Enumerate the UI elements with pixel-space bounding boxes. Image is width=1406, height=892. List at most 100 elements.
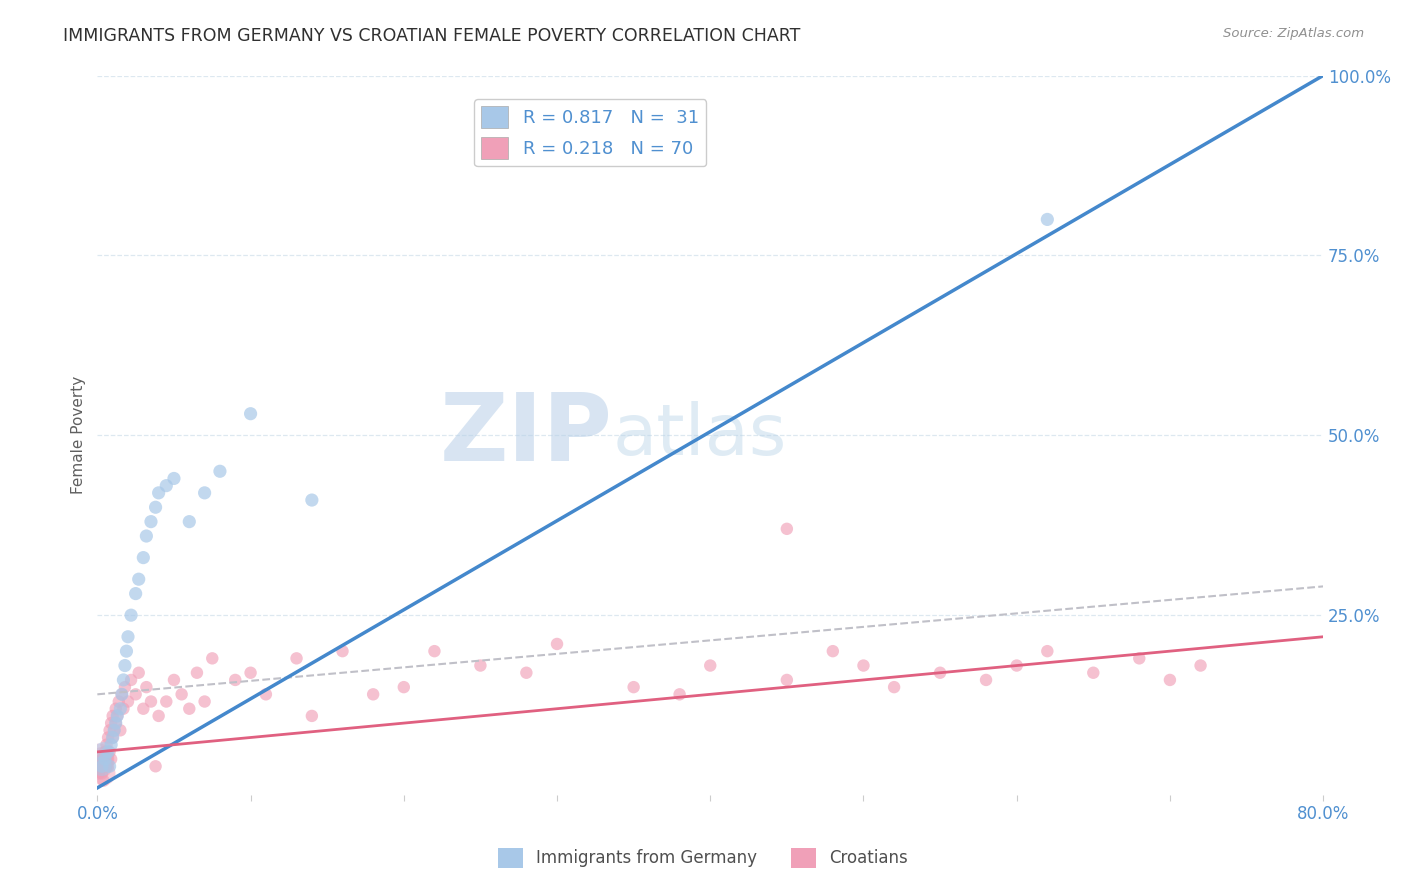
Point [112, 702, 135, 716]
Point [110, 702, 132, 716]
Point [974, 673, 997, 687]
Point [1005, 658, 1028, 673]
Point [93, 766, 115, 780]
Point [98, 745, 121, 759]
Point [103, 723, 125, 738]
Point [128, 665, 150, 680]
Legend: Immigrants from Germany, Croatians: Immigrants from Germany, Croatians [492, 841, 914, 875]
Point [115, 644, 138, 658]
Point [163, 673, 186, 687]
Point [117, 694, 139, 708]
Point [91, 752, 114, 766]
Point [112, 673, 135, 687]
Point [668, 687, 690, 701]
Point [929, 665, 952, 680]
Point [423, 644, 446, 658]
Point [135, 680, 157, 694]
Point [776, 522, 799, 536]
Point [163, 471, 186, 485]
Point [104, 716, 127, 731]
Point [91, 759, 114, 773]
Point [97, 745, 120, 759]
Point [821, 644, 844, 658]
Point [114, 658, 136, 673]
Point [104, 702, 127, 716]
Point [139, 515, 162, 529]
Point [392, 680, 415, 694]
Point [470, 658, 492, 673]
Point [194, 486, 217, 500]
Point [101, 709, 124, 723]
Point [103, 723, 125, 738]
Point [94, 745, 117, 759]
Point [101, 731, 124, 745]
Point [89, 759, 111, 773]
Point [883, 680, 905, 694]
Point [97, 731, 120, 745]
Text: ZIP: ZIP [439, 389, 612, 482]
Point [139, 694, 162, 708]
Point [186, 665, 208, 680]
Point [111, 687, 134, 701]
Text: atlas: atlas [612, 401, 786, 470]
Point [1083, 665, 1105, 680]
Point [100, 716, 122, 731]
Point [361, 687, 384, 701]
Point [87, 752, 110, 766]
Point [148, 486, 170, 500]
Point [111, 687, 134, 701]
Point [1036, 212, 1059, 227]
Point [699, 658, 721, 673]
Point [89, 759, 111, 773]
Point [301, 493, 323, 508]
Point [148, 709, 170, 723]
Point [515, 665, 537, 680]
Point [91, 752, 114, 766]
Text: Source: ZipAtlas.com: Source: ZipAtlas.com [1223, 27, 1364, 40]
Point [120, 673, 142, 687]
Y-axis label: Female Poverty: Female Poverty [72, 376, 86, 494]
Point [93, 745, 115, 759]
Point [224, 673, 246, 687]
Point [239, 665, 262, 680]
Point [120, 608, 142, 623]
Point [98, 759, 121, 773]
Point [124, 687, 146, 701]
Point [132, 702, 155, 716]
Point [97, 759, 120, 773]
Text: IMMIGRANTS FROM GERMANY VS CROATIAN FEMALE POVERTY CORRELATION CHART: IMMIGRANTS FROM GERMANY VS CROATIAN FEMA… [63, 27, 800, 45]
Point [93, 773, 115, 788]
Point [132, 550, 155, 565]
Point [179, 702, 201, 716]
Point [91, 759, 114, 773]
Point [98, 723, 121, 738]
Point [179, 515, 201, 529]
Point [96, 738, 118, 752]
Point [239, 407, 262, 421]
Point [623, 680, 645, 694]
Point [194, 694, 217, 708]
Point [155, 478, 177, 492]
Point [105, 709, 128, 723]
Point [104, 716, 127, 731]
Point [114, 680, 136, 694]
Point [87, 766, 110, 780]
Point [96, 752, 118, 766]
Point [776, 673, 799, 687]
Point [1189, 658, 1212, 673]
Point [101, 731, 124, 745]
Point [105, 709, 128, 723]
Point [110, 723, 132, 738]
Point [208, 464, 231, 478]
Point [301, 709, 323, 723]
Legend: R = 0.817   N =  31, R = 0.218   N = 70: R = 0.817 N = 31, R = 0.218 N = 70 [474, 99, 706, 167]
Point [100, 752, 122, 766]
Point [170, 687, 193, 701]
Point [285, 651, 308, 665]
Point [117, 630, 139, 644]
Point [100, 738, 122, 752]
Point [94, 752, 117, 766]
Point [1128, 651, 1150, 665]
Point [852, 658, 875, 673]
Point [107, 694, 129, 708]
